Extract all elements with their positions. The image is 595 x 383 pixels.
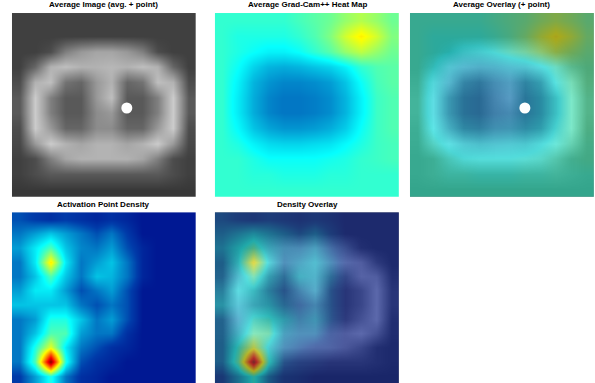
svg-text:Average Grad-Cam++ Heat Map: Average Grad-Cam++ Heat Map: [248, 0, 367, 9]
svg-text:Average Overlay (+ point): Average Overlay (+ point): [453, 0, 550, 9]
svg-text:Activation Point Density: Activation Point Density: [57, 200, 150, 209]
svg-text:Density Overlay: Density Overlay: [277, 200, 338, 209]
svg-text:Average Image (avg. + point): Average Image (avg. + point): [49, 0, 158, 9]
